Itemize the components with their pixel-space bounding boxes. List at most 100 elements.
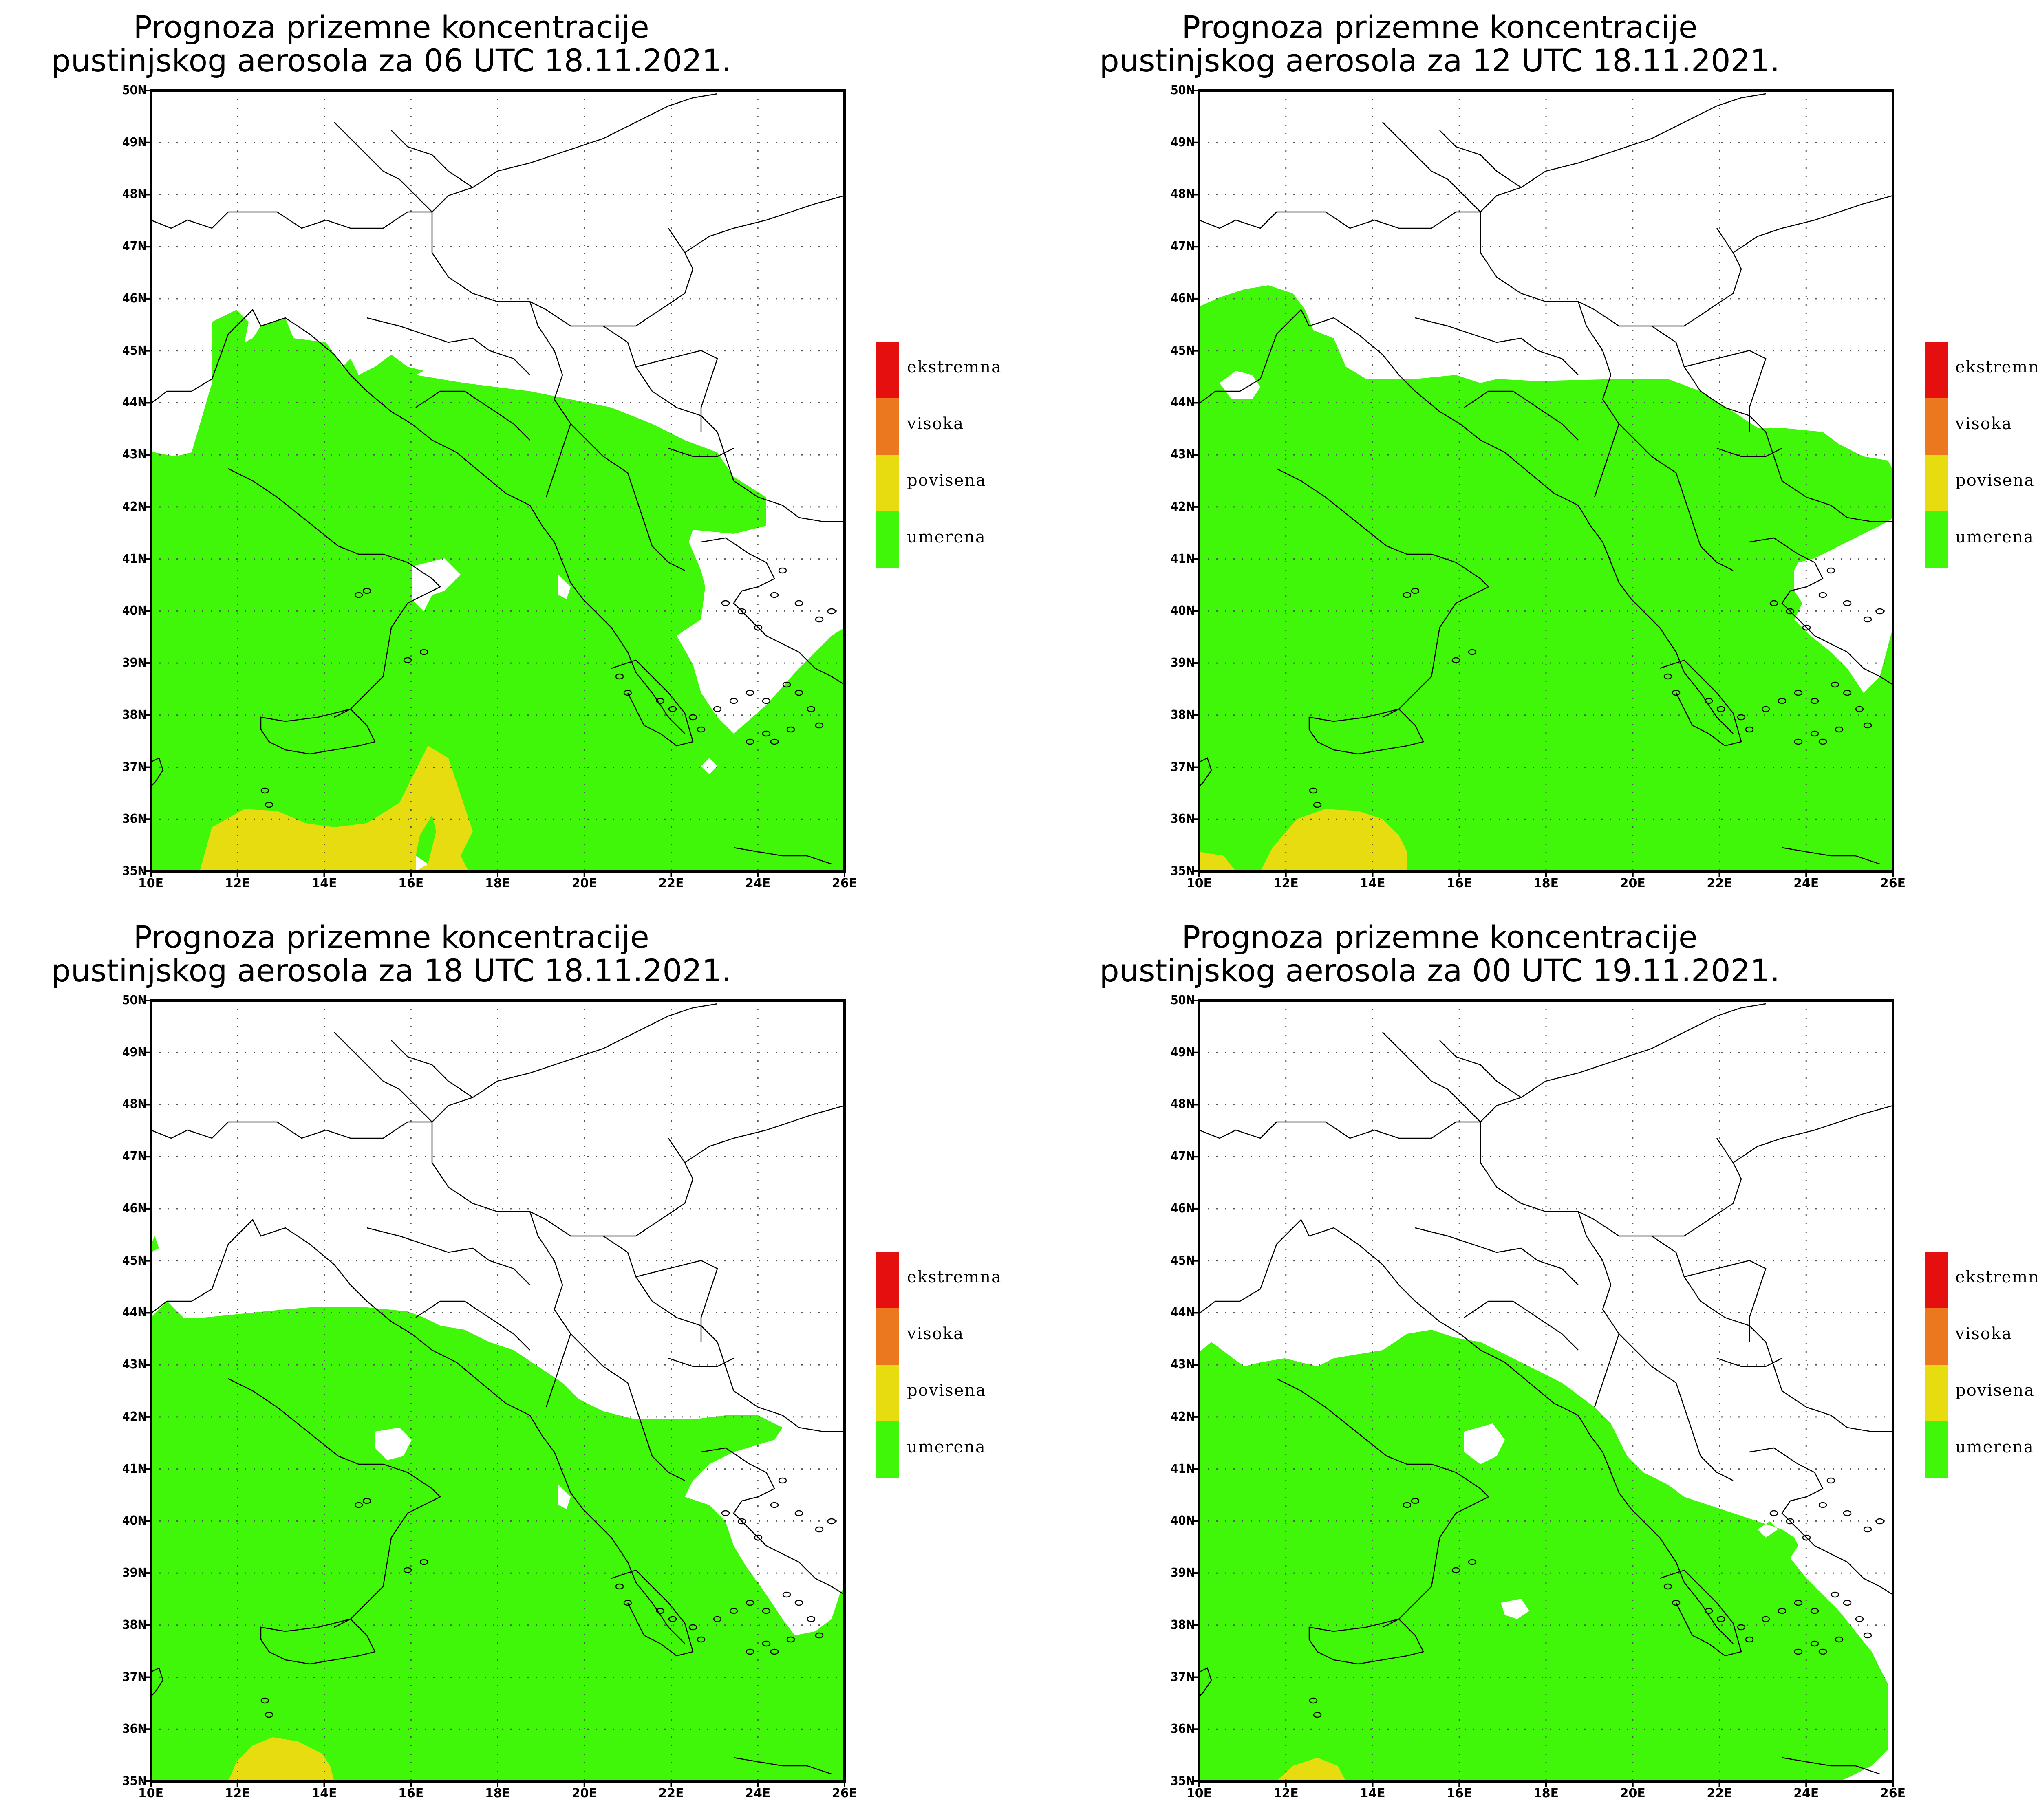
lat-tick-label: 42N (1170, 499, 1195, 514)
lon-tick-label: 14E (311, 876, 337, 890)
lon-tick-label: 10E (138, 1786, 164, 1800)
legend-label-ekstremna: ekstremna (1955, 1268, 2038, 1287)
lat-tick-label: 40N (122, 604, 147, 618)
lat-tick-label: 38N (122, 707, 147, 722)
lat-tick-label: 48N (1170, 187, 1195, 202)
lat-tick-label: 48N (1170, 1097, 1195, 1112)
panel-title-line2: pustinjskog aerosola za 12 UTC 18.11.202… (1099, 42, 1780, 79)
legend-swatch-povisena (876, 455, 899, 511)
lat-tick-label: 50N (122, 993, 147, 1007)
aerosol-map (145, 999, 846, 1787)
lat-tick-label: 35N (122, 864, 147, 878)
country-borders (1199, 93, 1893, 865)
lat-tick-label: 43N (122, 1357, 147, 1372)
lat-tick-label: 41N (122, 1461, 147, 1476)
legend-swatch-ekstremna (876, 342, 899, 398)
lat-tick-label: 37N (122, 760, 147, 774)
legend-swatch-umerena (1925, 511, 1948, 568)
lon-tick-label: 22E (658, 1786, 684, 1800)
lon-tick-label: 22E (1707, 876, 1732, 890)
legend-label-umerena: umerena (907, 1438, 986, 1456)
lon-tick-label: 12E (225, 1786, 250, 1800)
lat-tick-label: 43N (122, 447, 147, 462)
lat-tick-label: 44N (1170, 1305, 1195, 1320)
lon-tick-label: 10E (1186, 876, 1212, 890)
forecast-panel-12utc: Prognoza prizemne koncentracije pustinjsk… (1048, 0, 2038, 910)
legend-swatch-umerena (1925, 1421, 1948, 1478)
legend-label-povisena: povisena (1955, 471, 2035, 490)
lat-tick-label: 45N (122, 1253, 147, 1268)
lon-tick-label: 24E (745, 1786, 771, 1800)
legend-swatch-umerena (876, 511, 899, 568)
lon-tick-label: 26E (832, 1786, 858, 1800)
legend-swatch-umerena (876, 1421, 899, 1478)
lon-tick-label: 12E (1273, 876, 1299, 890)
legend-label-visoka: visoka (1955, 1324, 2013, 1343)
lon-tick-label: 24E (745, 876, 771, 890)
lat-tick-label: 40N (1170, 1514, 1195, 1528)
lon-tick-label: 12E (1273, 1786, 1299, 1800)
legend-swatch-visoka (876, 398, 899, 455)
panel-title-line1: Prognoza prizemne koncentracije (133, 9, 649, 45)
lon-tick-label: 14E (311, 1786, 337, 1800)
lon-tick-label: 20E (1620, 1786, 1645, 1800)
lat-tick-label: 40N (1170, 604, 1195, 618)
lat-tick-label: 44N (122, 395, 147, 410)
lat-tick-label: 47N (1170, 1149, 1195, 1164)
legend-swatch-povisena (876, 1365, 899, 1421)
country-borders (151, 1003, 845, 1775)
lat-tick-label: 42N (1170, 1409, 1195, 1424)
panel-title-line1: Prognoza prizemne koncentracije (1182, 9, 1698, 45)
lat-tick-label: 45N (1170, 1253, 1195, 1268)
lon-tick-label: 26E (1880, 876, 1906, 890)
legend-swatch-visoka (1925, 398, 1948, 455)
aerosol-map (1193, 89, 1894, 877)
lat-tick-label: 41N (122, 551, 147, 566)
panel-title-line1: Prognoza prizemne koncentracije (1182, 919, 1698, 955)
lat-tick-label: 45N (122, 343, 147, 358)
legend-label-povisena: povisena (907, 1381, 986, 1400)
legend-swatch-visoka (876, 1308, 899, 1365)
lat-tick-label: 47N (1170, 239, 1195, 254)
lon-tick-label: 14E (1360, 876, 1385, 890)
panel-title-line2: pustinjskog aerosola za 00 UTC 19.11.202… (1099, 952, 1780, 989)
legend-swatch-ekstremna (1925, 342, 1948, 398)
forecast-panel-00utc: Prognoza prizemne koncentracije pustinjsk… (1048, 910, 2038, 1820)
lat-tick-label: 35N (1170, 864, 1195, 878)
country-borders (1199, 1003, 1893, 1775)
lat-tick-label: 47N (122, 239, 147, 254)
legend-swatch-visoka (1925, 1308, 1948, 1365)
lat-tick-label: 50N (1170, 83, 1195, 97)
lat-tick-label: 44N (122, 1305, 147, 1320)
lat-tick-label: 37N (1170, 1670, 1195, 1684)
country-borders (151, 93, 845, 865)
lon-tick-label: 22E (658, 876, 684, 890)
legend-label-visoka: visoka (907, 414, 964, 433)
forecast-panel-06utc: Prognoza prizemne koncentracije pustinjsk… (0, 0, 1043, 910)
lat-tick-label: 48N (122, 187, 147, 202)
panel-title-line2: pustinjskog aerosola za 06 UTC 18.11.202… (51, 42, 732, 79)
legend-label-ekstremna: ekstremna (1955, 358, 2038, 377)
legend-label-povisena: povisena (1955, 1381, 2035, 1400)
lat-tick-label: 39N (1170, 656, 1195, 670)
lat-tick-label: 42N (122, 1409, 147, 1424)
umerena-concentration-area (151, 1236, 845, 1781)
lon-tick-label: 10E (1186, 1786, 1212, 1800)
lat-tick-label: 39N (122, 1566, 147, 1580)
lat-tick-label: 49N (122, 1045, 147, 1060)
lat-tick-label: 36N (1170, 1722, 1195, 1736)
lon-tick-label: 26E (832, 876, 858, 890)
lat-tick-label: 37N (1170, 760, 1195, 774)
lon-tick-label: 12E (225, 876, 250, 890)
lon-tick-label: 18E (1533, 1786, 1559, 1800)
lon-tick-label: 16E (398, 1786, 424, 1800)
lon-tick-label: 10E (138, 876, 164, 890)
lat-tick-label: 43N (1170, 447, 1195, 462)
panel-title-line1: Prognoza prizemne koncentracije (133, 919, 649, 955)
lon-tick-label: 18E (1533, 876, 1559, 890)
lon-tick-label: 24E (1793, 876, 1819, 890)
lon-tick-label: 18E (485, 1786, 511, 1800)
legend-label-visoka: visoka (1955, 414, 2013, 433)
lat-tick-label: 44N (1170, 395, 1195, 410)
umerena-concentration-area (1199, 1330, 1888, 1781)
